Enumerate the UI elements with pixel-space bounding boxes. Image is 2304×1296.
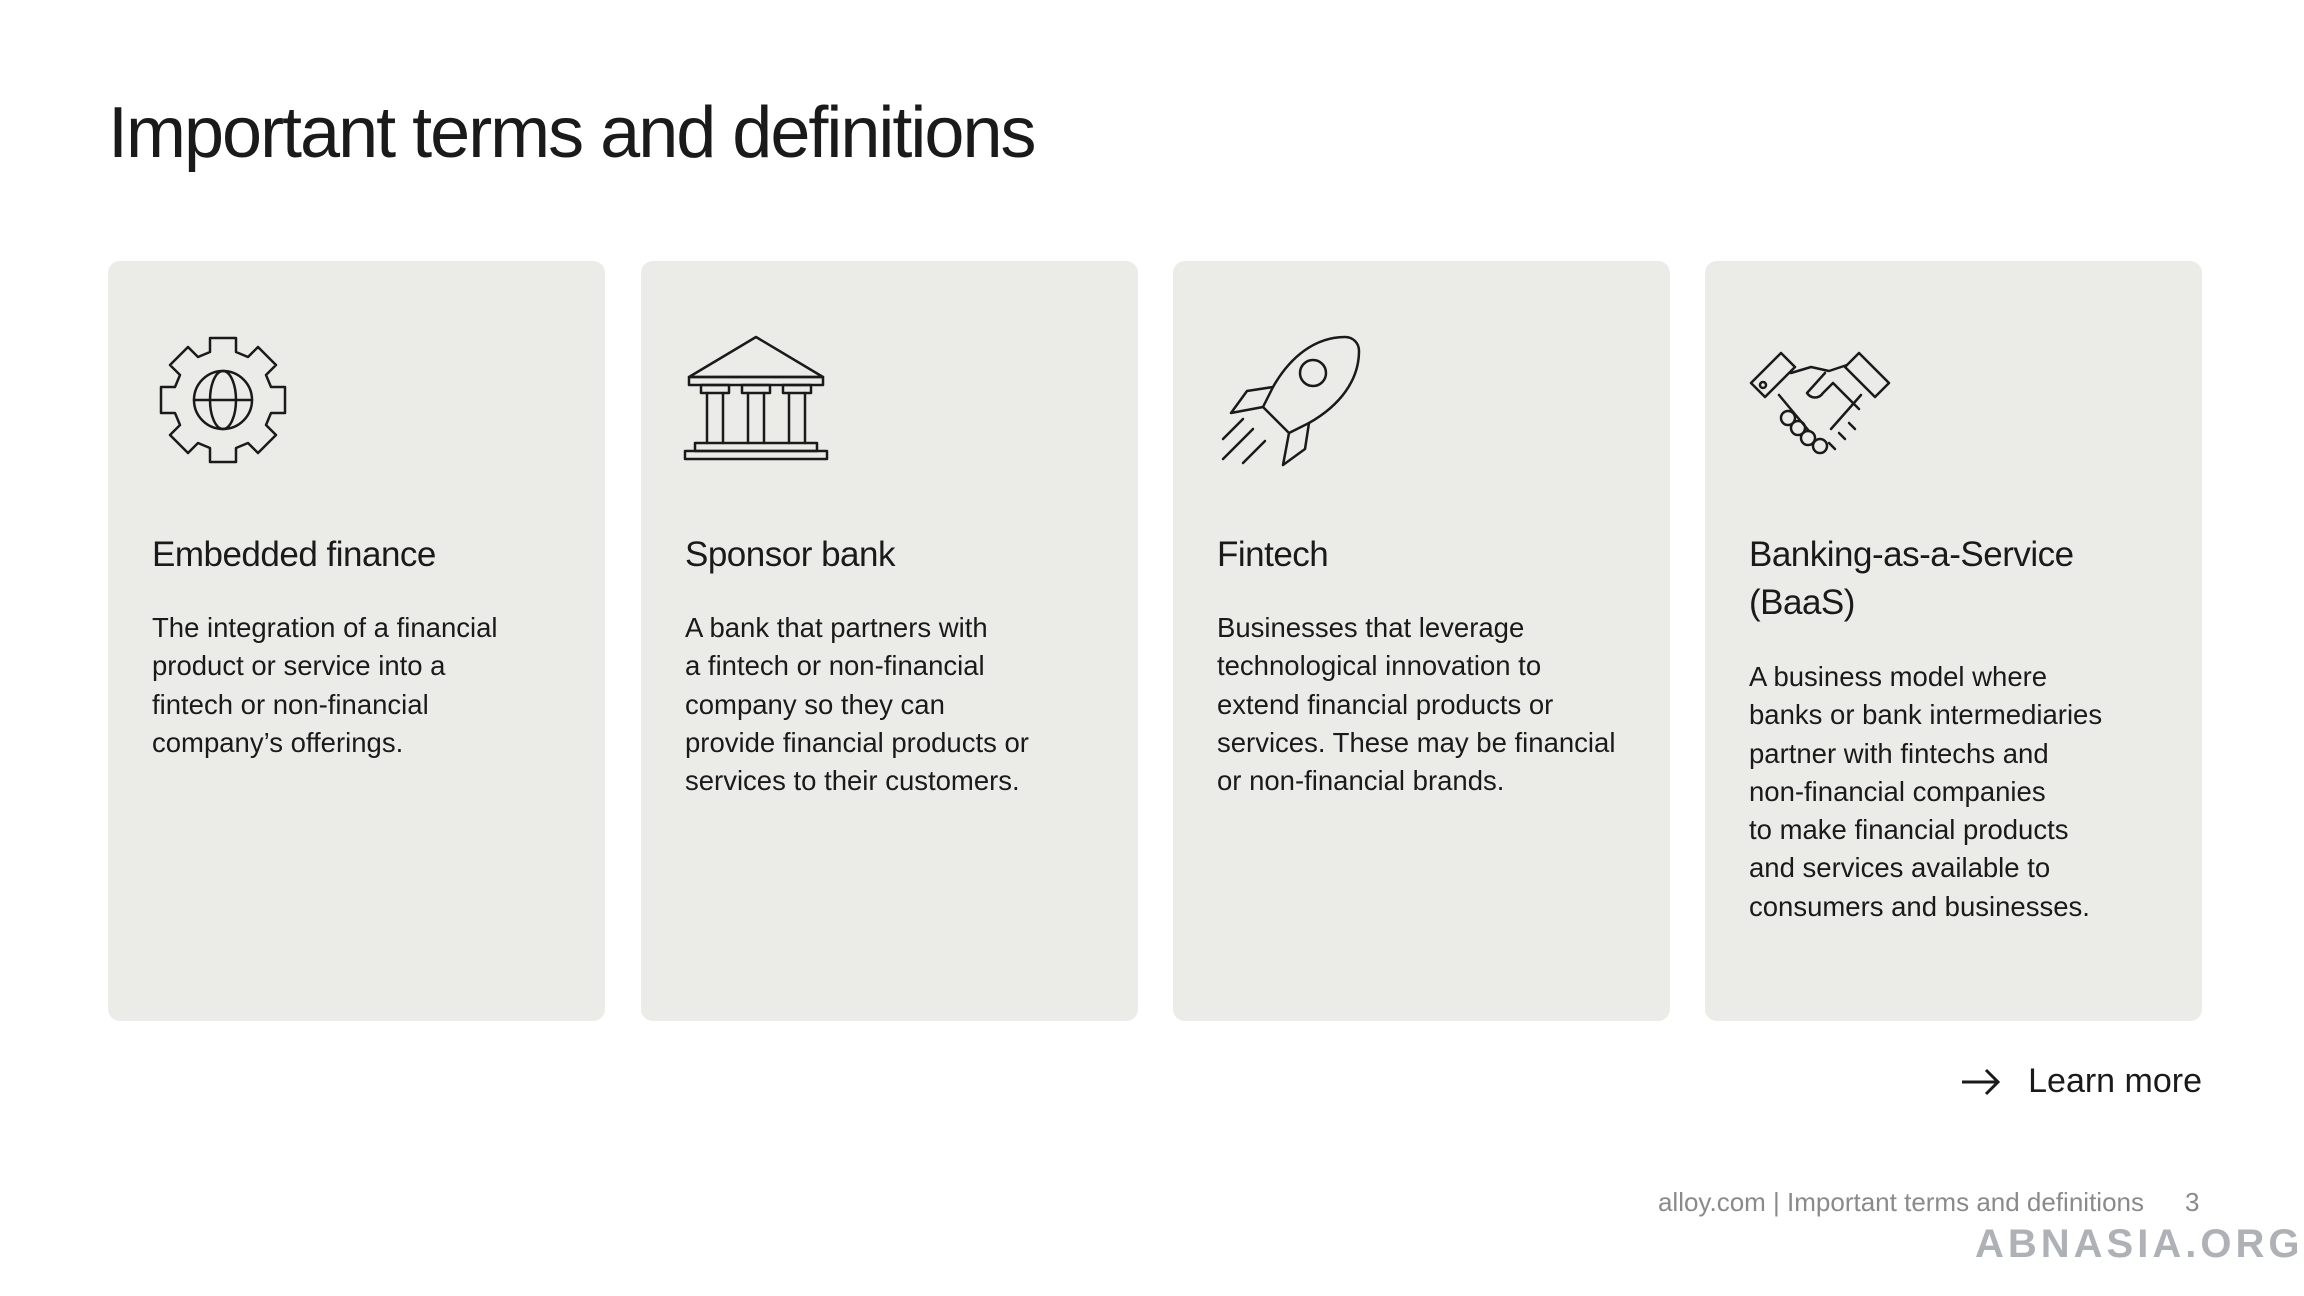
gear-icon [159, 336, 287, 464]
learn-more-label[interactable]: Learn more [2028, 1062, 2202, 1100]
body-line: a fintech or non-financial [685, 650, 985, 682]
card: Banking-as-a-Service (BaaS) A business m… [1705, 261, 2202, 1021]
body-line: services to their customers. [685, 765, 1020, 797]
footer-text: alloy.com | Important terms and definiti… [1657, 1187, 2144, 1217]
body-line: extend financial products or [1217, 688, 1554, 720]
body-line: company’s offerings. [152, 726, 404, 758]
arrow-icon [1962, 1068, 2001, 1095]
card-title: Banking-as-a-Service (BaaS) [1749, 535, 2074, 622]
body-line: partner with fintechs and [1749, 737, 2049, 769]
body-line: provide financial products or [685, 726, 1029, 758]
body-line: A bank that partners with [685, 612, 988, 643]
body-line: banks or bank intermediaries [1749, 699, 2103, 731]
body-line: product or service into a [152, 650, 446, 682]
body-line: and services available to [1749, 852, 2051, 884]
body-line: technological innovation to [1217, 650, 1542, 682]
card-body: A bank that partners with a fintech or no… [685, 609, 1115, 800]
card: Embedded finance The integration of a fi… [108, 261, 605, 1021]
body-line: consumers and businesses. [1749, 890, 2090, 922]
body-line: The integration of a financial [152, 612, 498, 643]
body-line: fintech or non-financial [152, 688, 429, 720]
card: Sponsor bank A bank that partners with a … [641, 261, 1138, 1021]
card-title: Sponsor bank [685, 535, 895, 574]
body-line: services. These may be financial [1217, 726, 1616, 758]
card: Fintech Businesses that leverage technolo… [1173, 261, 1670, 1021]
bank-icon [683, 335, 829, 461]
body-line: to make financial products [1749, 814, 2069, 846]
card-title: Fintech [1217, 535, 1329, 574]
body-line: Businesses that leverage [1217, 612, 1525, 643]
body-line: or non-financial brands. [1217, 765, 1505, 797]
card-body: The integration of a financial product or… [152, 609, 582, 762]
slide-title: Important terms and definitions [108, 93, 1036, 173]
body-line: non-financial companies [1749, 775, 2046, 807]
watermark: ABNASIA.ORG [1975, 1222, 2304, 1266]
page-number: 3 [2185, 1187, 2200, 1217]
handshake-icon [1749, 351, 1891, 455]
rocket-icon [1221, 335, 1361, 467]
card-body: A business model where banks or bank inte… [1749, 658, 2179, 926]
learn-more-link[interactable]: Learn more [1960, 1062, 2202, 1101]
card-body: Businesses that leverage technological in… [1217, 609, 1647, 800]
body-line: A business model where [1749, 661, 2048, 692]
card-title: Embedded finance [152, 535, 436, 574]
body-line: company so they can [685, 688, 945, 720]
